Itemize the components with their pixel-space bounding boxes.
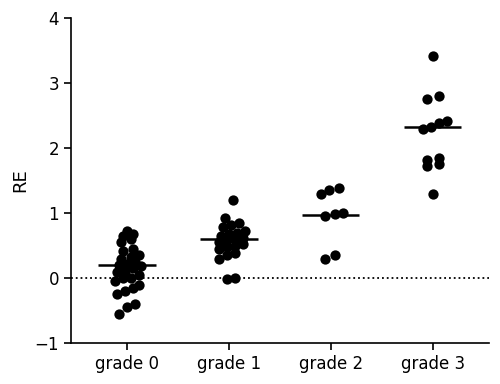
Point: [331, 211, 339, 217]
Point: [418, 126, 426, 132]
Point: [223, 237, 231, 243]
Point: [239, 235, 247, 241]
Point: [131, 259, 139, 265]
Point: [115, 262, 123, 268]
Point: [443, 118, 451, 124]
Point: [316, 190, 324, 197]
Point: [131, 301, 139, 307]
Point: [123, 228, 131, 234]
Point: [119, 248, 127, 254]
Point: [129, 246, 137, 252]
Point: [117, 239, 125, 245]
Point: [223, 252, 231, 258]
Point: [127, 236, 135, 242]
Point: [117, 255, 125, 262]
Point: [225, 231, 233, 237]
Point: [119, 275, 127, 281]
Point: [435, 93, 443, 99]
Point: [129, 285, 137, 291]
Point: [113, 268, 121, 275]
Point: [219, 224, 227, 230]
Point: [435, 155, 443, 161]
Point: [242, 228, 250, 234]
Point: [231, 236, 239, 242]
Point: [136, 272, 143, 278]
Point: [127, 275, 135, 281]
Point: [217, 233, 225, 239]
Point: [129, 231, 137, 237]
Point: [335, 185, 343, 192]
Point: [229, 197, 237, 203]
Point: [429, 53, 437, 59]
Point: [123, 261, 131, 267]
Point: [233, 230, 241, 236]
Point: [427, 124, 435, 130]
Point: [127, 254, 135, 260]
Point: [223, 244, 231, 250]
Point: [111, 278, 119, 285]
Point: [339, 210, 347, 216]
Point: [215, 255, 223, 262]
Point: [123, 304, 131, 310]
Point: [321, 213, 329, 219]
Point: [121, 288, 129, 294]
Point: [223, 276, 231, 283]
Point: [136, 281, 143, 288]
Point: [321, 255, 329, 262]
Point: [231, 275, 239, 281]
Point: [231, 250, 239, 257]
Point: [119, 233, 127, 239]
Point: [429, 190, 437, 197]
Y-axis label: RE: RE: [11, 169, 29, 192]
Point: [422, 96, 430, 103]
Point: [221, 215, 229, 221]
Point: [215, 239, 223, 245]
Point: [113, 291, 121, 298]
Point: [239, 241, 247, 247]
Point: [435, 120, 443, 126]
Point: [121, 268, 129, 275]
Point: [422, 163, 430, 169]
Point: [331, 252, 339, 258]
Point: [231, 243, 239, 249]
Point: [138, 263, 145, 270]
Point: [422, 157, 430, 163]
Point: [235, 220, 243, 226]
Point: [435, 161, 443, 167]
Point: [136, 252, 143, 258]
Point: [325, 187, 333, 194]
Point: [129, 265, 137, 271]
Point: [115, 311, 123, 317]
Point: [227, 222, 235, 228]
Point: [215, 246, 223, 252]
